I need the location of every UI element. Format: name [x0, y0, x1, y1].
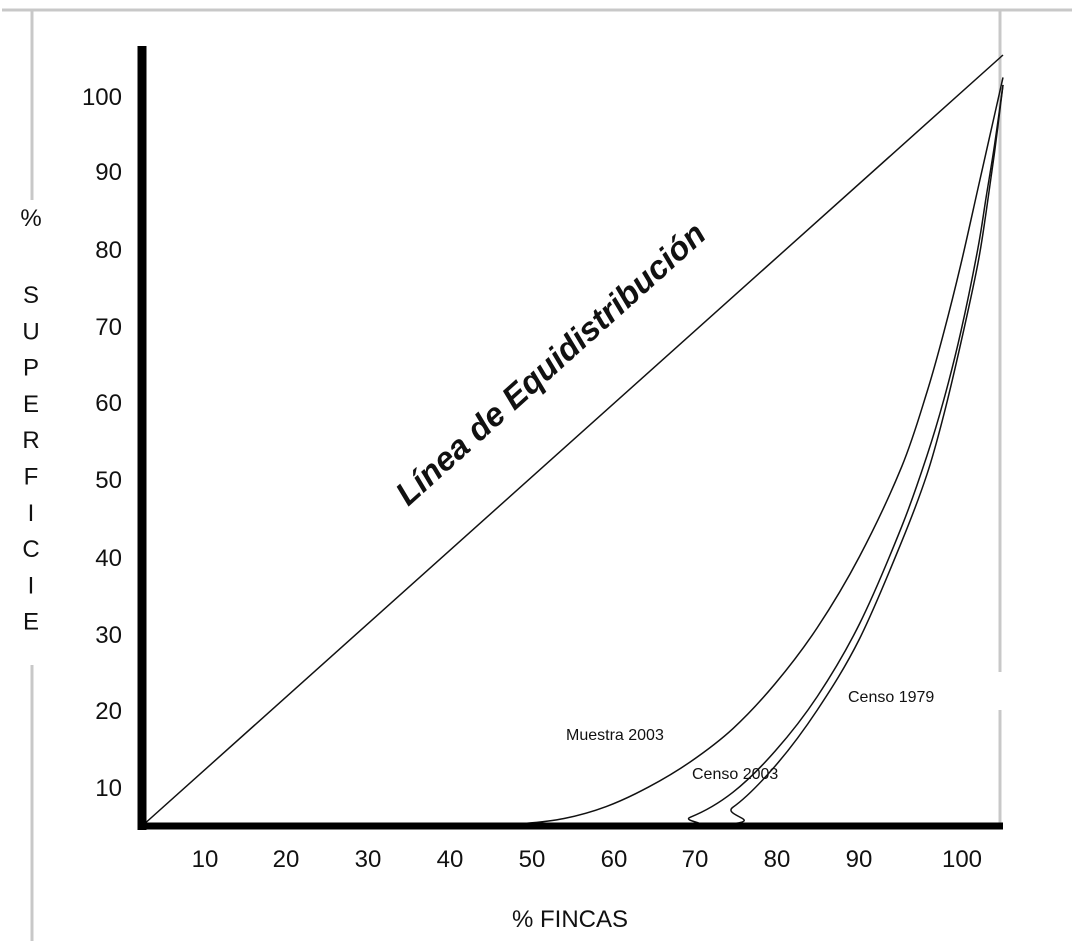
y-tick-label: 50	[95, 467, 122, 494]
x-tick-label: 100	[942, 846, 982, 873]
y-axis-title-letter: E	[23, 391, 39, 418]
curve-censo-2003	[141, 84, 1004, 828]
x-tick-label: 70	[682, 846, 709, 873]
x-tick-label: 30	[355, 846, 382, 873]
curve-muestra-2003	[141, 77, 1004, 827]
y-axis-title-letter: E	[23, 609, 39, 636]
y-tick-label: 100	[82, 84, 122, 111]
x-axis-title: % FINCAS	[512, 906, 628, 933]
y-tick-label: 10	[95, 775, 122, 802]
y-axis-title-letter: I	[28, 500, 35, 527]
equidistribution-label: Línea de Equidistribución	[388, 215, 713, 512]
y-tick-label: 40	[95, 545, 122, 572]
y-axis-title-letter: R	[22, 427, 39, 454]
x-tick-labels: 10 20 30 40 50 60 70 80 90 100	[192, 846, 982, 873]
series-layer: Muestra 2003 Censo 2003 Censo 1979	[141, 77, 1004, 829]
y-axis-title-letter: C	[22, 536, 39, 563]
curve-label-muestra-2003: Muestra 2003	[566, 727, 664, 744]
x-tick-label: 60	[601, 846, 628, 873]
x-tick-label: 50	[519, 846, 546, 873]
y-tick-labels: 10 20 30 40 50 60 70 80 90 100	[82, 84, 122, 802]
axis-layer	[137, 46, 1003, 830]
x-tick-label: 90	[846, 846, 873, 873]
y-axis-title-letter: U	[22, 318, 39, 345]
y-tick-label: 90	[95, 159, 122, 186]
ylabel-mask	[8, 200, 56, 640]
y-axis-title-letter: I	[28, 572, 35, 599]
x-tick-label: 40	[437, 846, 464, 873]
y-axis-title-letter: P	[23, 355, 39, 382]
x-tick-label: 10	[192, 846, 219, 873]
y-tick-label: 70	[95, 314, 122, 341]
y-tick-label: 20	[95, 698, 122, 725]
y-tick-label: 30	[95, 622, 122, 649]
y-axis-title-letter: F	[24, 464, 39, 491]
y-axis-title-letter: S	[23, 282, 39, 309]
curve-label-censo-1979: Censo 1979	[848, 689, 934, 706]
curve-label-censo-2003: Censo 2003	[692, 766, 778, 783]
y-tick-label: 60	[95, 390, 122, 417]
equidistribution-layer: Línea de Equidistribución	[141, 54, 1004, 827]
curve-censo-1979	[141, 84, 1004, 829]
y-tick-label: 80	[95, 237, 122, 264]
x-tick-label: 20	[273, 846, 300, 873]
equidistribution-line	[141, 54, 1004, 827]
x-tick-label: 80	[764, 846, 791, 873]
y-axis-title-prefix: %	[20, 205, 41, 232]
